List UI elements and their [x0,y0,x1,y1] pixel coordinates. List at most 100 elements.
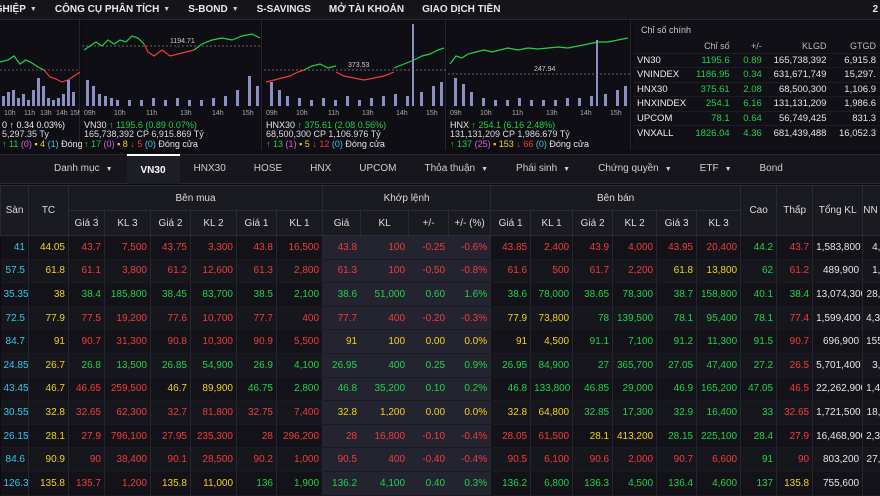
table-cell[interactable]: -0.20 [409,306,449,330]
table-cell[interactable]: 90 [777,448,813,472]
table-cell[interactable]: 13,500 [105,353,151,377]
table-cell[interactable]: 2,800 [277,377,323,401]
table-cell[interactable]: 38.4 [777,283,813,307]
table-cell[interactable]: 61.1 [69,259,105,283]
table-cell[interactable]: 126.3 [1,471,29,495]
table-cell[interactable]: 81,800 [191,401,237,425]
col-match-vol[interactable]: KL [361,211,409,236]
table-cell[interactable]: 43.85 [491,236,531,260]
col-low[interactable]: Thấp [777,186,813,236]
table-cell[interactable]: 26.95 [323,353,361,377]
table-cell[interactable]: 38.5 [237,283,277,307]
table-cell[interactable]: 135.8 [777,471,813,495]
table-cell[interactable]: 47,400 [697,353,741,377]
table-cell[interactable]: 26.7 [29,353,69,377]
table-cell[interactable]: 28,500 [191,448,237,472]
nav-item-s-savings[interactable]: S-SAVINGS [248,4,320,15]
table-cell[interactable]: 1,900 [277,471,323,495]
table-cell[interactable]: 27,600 [863,448,880,472]
table-cell[interactable]: 61.8 [657,259,697,283]
table-cell[interactable]: 136 [237,471,277,495]
col-ask-vol-3[interactable]: KL 3 [697,211,741,236]
table-cell[interactable]: -0.40 [409,448,449,472]
table-cell[interactable]: 26.95 [491,353,531,377]
table-cell[interactable]: 84.6 [1,448,29,472]
table-cell[interactable]: 4,100 [361,471,409,495]
tab-warrants[interactable]: Chứng quyền▼ [584,154,686,184]
table-cell[interactable]: 1,490,800 [863,377,880,401]
nav-item-money-transactions[interactable]: GIAO DỊCH TIỀN [413,4,509,15]
table-cell[interactable]: 90.5 [491,448,531,472]
table-cell[interactable]: 26.85 [151,353,191,377]
table-cell[interactable]: 77.9 [491,306,531,330]
table-cell[interactable]: 41 [1,236,29,260]
table-cell[interactable]: 16,468,900 [813,424,863,448]
mini-chart-vnindex[interactable]: 10h 11h 13h 14h 15h 0 ↑ 0.34 0.03%) 5,29… [0,20,80,150]
table-cell[interactable]: 46.8 [323,377,361,401]
table-cell[interactable]: 6,800 [531,471,573,495]
table-cell[interactable]: 72.5 [1,306,29,330]
table-cell[interactable]: 400 [277,306,323,330]
col-ask-price-3[interactable]: Giá 3 [657,211,697,236]
table-cell[interactable]: 11,000 [191,471,237,495]
table-cell[interactable]: 13,074,300 [813,283,863,307]
tab-derivatives[interactable]: Phái sinh▼ [502,154,584,184]
table-cell[interactable]: 61.2 [151,259,191,283]
table-cell[interactable]: 91 [491,330,531,354]
col-high[interactable]: Cao [741,186,777,236]
table-cell[interactable]: 61.8 [29,259,69,283]
table-cell[interactable]: 28 [237,424,277,448]
table-cell[interactable]: 28 [323,424,361,448]
table-cell[interactable]: 16,400 [697,401,741,425]
table-cell[interactable]: 0.2% [449,377,491,401]
table-cell[interactable]: 100 [361,330,409,354]
nav-item-analysis-tools[interactable]: CÔNG CỤ PHÂN TÍCH▼ [46,4,179,15]
table-cell[interactable]: 5,701,400 [813,353,863,377]
table-cell[interactable]: 91 [741,448,777,472]
table-cell[interactable]: 2,000 [613,448,657,472]
table-cell[interactable]: 26.5 [777,353,813,377]
table-cell[interactable]: 32.65 [777,401,813,425]
table-cell[interactable]: 95,400 [697,306,741,330]
table-cell[interactable]: 2,312,200 [863,424,880,448]
table-cell[interactable]: 46.85 [573,377,613,401]
table-cell[interactable]: 135.8 [29,471,69,495]
table-cell[interactable]: 61.2 [777,259,813,283]
table-cell[interactable]: 43.95 [657,236,697,260]
table-cell[interactable]: 32.8 [323,401,361,425]
table-cell[interactable]: 62 [741,259,777,283]
table-cell[interactable]: 0.00 [409,401,449,425]
table-cell[interactable]: 61.7 [573,259,613,283]
table-cell[interactable]: 22,262,900 [813,377,863,401]
col-ask-price-2[interactable]: Giá 2 [573,211,613,236]
table-cell[interactable]: 2,400 [531,236,573,260]
table-cell[interactable]: 77.6 [151,306,191,330]
table-cell[interactable]: 77.7 [323,306,361,330]
mini-chart-hnx30[interactable]: 373.53 09h 10h 11h 13h 14h 15h HNX30 ↑ 3… [264,20,446,150]
table-cell[interactable]: 46.7 [29,377,69,401]
table-cell[interactable]: 4,500 [613,471,657,495]
table-cell[interactable]: 4,500 [863,236,880,260]
table-cell[interactable]: 4,600 [697,471,741,495]
table-cell[interactable]: -0.25 [409,236,449,260]
table-cell[interactable]: 90.2 [237,448,277,472]
col-reference[interactable]: TC [29,186,69,236]
table-cell[interactable]: 165,200 [697,377,741,401]
col-bid-price-3[interactable]: Giá 3 [69,211,105,236]
table-cell[interactable]: 0.0% [449,401,491,425]
table-cell[interactable]: 27.9 [69,424,105,448]
table-cell[interactable]: 18,500 [863,401,880,425]
table-cell[interactable]: 225,100 [697,424,741,448]
table-cell[interactable]: 27 [573,353,613,377]
table-cell[interactable]: 1.6% [449,283,491,307]
table-cell[interactable]: 28.05 [491,424,531,448]
tab-negotiated[interactable]: Thỏa thuận▼ [410,154,502,184]
table-cell[interactable]: 62,300 [105,401,151,425]
table-cell[interactable]: 40.1 [741,283,777,307]
table-cell[interactable]: 26.15 [1,424,29,448]
table-cell[interactable]: 3,800 [105,259,151,283]
table-cell[interactable]: -0.4% [449,424,491,448]
